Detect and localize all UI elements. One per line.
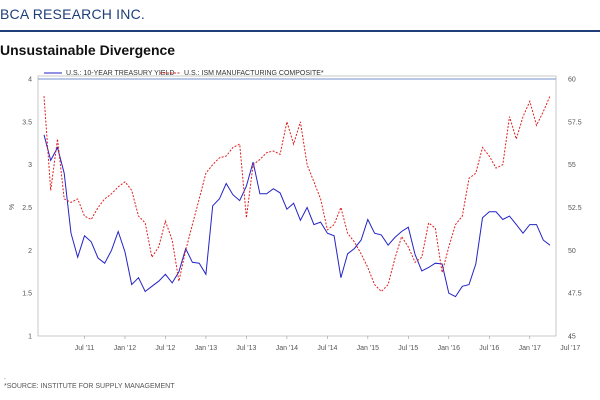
legend-yield-label: U.S.: 10-YEAR TREASURY YIELD — [66, 70, 174, 77]
y-left-unit-label: % — [9, 204, 16, 210]
y-left-tick-label: 1.5 — [22, 291, 32, 298]
x-tick-label: Jul '15 — [398, 345, 418, 352]
y-left-tick-label: 2 — [28, 248, 32, 255]
x-tick-label: Jan '16 — [438, 345, 460, 352]
x-tick-label: Jan '17 — [519, 345, 541, 352]
brand-name: BCA RESEARCH INC. — [0, 6, 145, 22]
x-tick-label: Jul '12 — [155, 345, 175, 352]
x-tick-label: Jan '14 — [276, 345, 298, 352]
plot-frame — [37, 75, 557, 337]
y-left-tick-label: 1 — [28, 334, 32, 341]
legend-ism-label: U.S.: ISM MANUFACTURING COMPOSITE* — [184, 70, 324, 77]
x-tick-label: Jan '12 — [114, 345, 136, 352]
x-tick-label: Jul '14 — [317, 345, 337, 352]
brand-rule — [0, 30, 600, 32]
x-tick-label: Jan '13 — [195, 345, 217, 352]
x-tick-label: Jul '11 — [75, 345, 95, 352]
y-left-tick-label: 3 — [28, 162, 32, 169]
y-right-tick-label: 45 — [568, 334, 576, 341]
chart-title: Unsustainable Divergence — [0, 42, 176, 58]
footnote-mark: . — [4, 374, 6, 381]
y-right-tick-label: 47.5 — [568, 291, 582, 298]
y-right-tick-label: 60 — [568, 77, 576, 84]
x-tick-label: Jul '17 — [560, 345, 580, 352]
series-line-treasury-yield — [43, 134, 551, 298]
source-note: *SOURCE: INSTITUTE FOR SUPPLY MANAGEMENT — [4, 383, 175, 390]
y-right-tick-label: 52.5 — [568, 205, 582, 212]
x-tick-label: Jan '15 — [357, 345, 379, 352]
y-right-tick-label: 55 — [568, 162, 576, 169]
y-right-tick-label: 50 — [568, 248, 576, 255]
series-line-ism-composite — [43, 95, 551, 293]
x-tick-label: Jul '13 — [236, 345, 256, 352]
y-left-tick-label: 3.5 — [22, 119, 32, 126]
y-left-tick-label: 4 — [28, 77, 32, 84]
y-right-tick-label: 57.5 — [568, 119, 582, 126]
y-left-tick-label: 2.5 — [22, 205, 32, 212]
x-tick-label: Jul '16 — [479, 345, 499, 352]
